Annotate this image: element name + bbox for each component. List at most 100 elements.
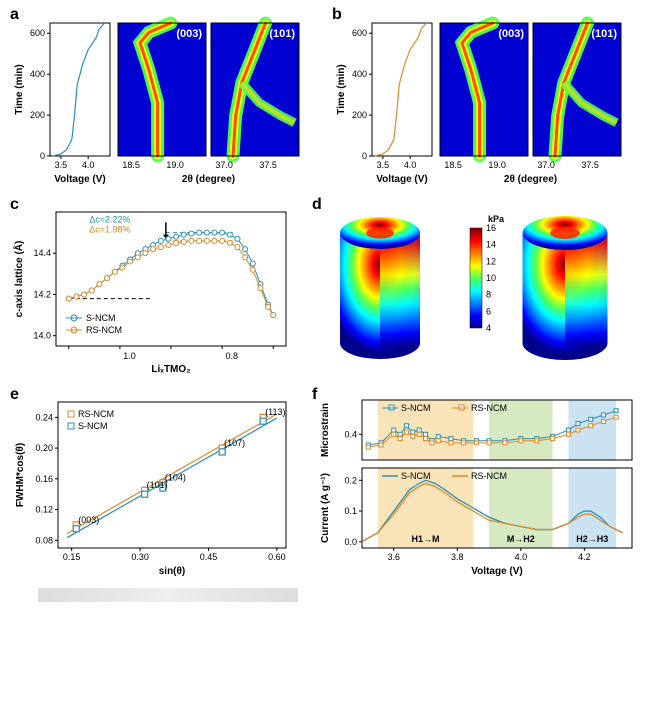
panel-label-a: a bbox=[10, 6, 19, 24]
panel-label-f: f bbox=[312, 386, 317, 404]
panel-d: d kPa46810121416 bbox=[310, 198, 640, 378]
svg-text:RS-NCM: RS-NCM bbox=[86, 325, 122, 335]
panel-b-svg: 0 200 400 600 3.5 4.0 Voltage (V) Time (min) 18.… bbox=[330, 8, 640, 188]
svg-text:H2→H3: H2→H3 bbox=[576, 534, 608, 544]
svg-text:Microstrain: Microstrain bbox=[320, 403, 331, 457]
svg-text:3.5: 3.5 bbox=[55, 160, 68, 170]
svg-text:600: 600 bbox=[352, 28, 367, 38]
svg-text:200: 200 bbox=[30, 110, 45, 120]
svg-text:0.12: 0.12 bbox=[35, 505, 53, 515]
svg-text:4: 4 bbox=[486, 323, 491, 333]
svg-text:0.45: 0.45 bbox=[200, 552, 218, 562]
svg-text:0: 0 bbox=[40, 151, 45, 161]
svg-text:RS-NCM: RS-NCM bbox=[78, 409, 114, 419]
svg-text:4.0: 4.0 bbox=[515, 552, 528, 562]
svg-text:16: 16 bbox=[486, 223, 496, 233]
svg-text:3.6: 3.6 bbox=[388, 552, 401, 562]
svg-text:c-axis lattice (Å): c-axis lattice (Å) bbox=[12, 241, 25, 318]
svg-text:37.5: 37.5 bbox=[259, 160, 277, 170]
svg-text:0.15: 0.15 bbox=[63, 552, 81, 562]
svg-text:(003): (003) bbox=[176, 28, 202, 40]
svg-text:S-NCM: S-NCM bbox=[401, 471, 431, 481]
svg-text:19.0: 19.0 bbox=[488, 160, 506, 170]
svg-text:4.0: 4.0 bbox=[404, 160, 417, 170]
svg-text:200: 200 bbox=[352, 110, 367, 120]
svg-text:0.30: 0.30 bbox=[131, 552, 149, 562]
svg-text:Time (min): Time (min) bbox=[14, 64, 25, 114]
svg-text:37.0: 37.0 bbox=[537, 160, 555, 170]
panel-a-svg: 0 200 400 600 3.5 4.0 Voltage (V) Time (min) 18.… bbox=[8, 8, 318, 188]
svg-text:LiₓTMO₂: LiₓTMO₂ bbox=[151, 364, 190, 375]
svg-text:4.0: 4.0 bbox=[82, 160, 95, 170]
svg-text:RS-NCM: RS-NCM bbox=[471, 403, 507, 413]
svg-text:14.0: 14.0 bbox=[33, 331, 51, 341]
svg-text:S-NCM: S-NCM bbox=[86, 313, 116, 323]
svg-text:(003): (003) bbox=[78, 515, 99, 525]
svg-text:18.5: 18.5 bbox=[122, 160, 140, 170]
svg-text:0.16: 0.16 bbox=[35, 474, 53, 484]
svg-text:0.4: 0.4 bbox=[344, 429, 357, 439]
svg-text:18.5: 18.5 bbox=[444, 160, 462, 170]
svg-text:2θ (degree): 2θ (degree) bbox=[182, 174, 235, 185]
svg-text:(101): (101) bbox=[591, 28, 617, 40]
svg-text:2θ (degree): 2θ (degree) bbox=[504, 174, 557, 185]
svg-text:Voltage (V): Voltage (V) bbox=[376, 174, 427, 185]
svg-text:H1→M: H1→M bbox=[412, 534, 440, 544]
svg-text:400: 400 bbox=[352, 69, 367, 79]
svg-text:600: 600 bbox=[30, 28, 45, 38]
svg-text:(003): (003) bbox=[498, 28, 524, 40]
panel-a: a 0 200 400 600 3.5 4.0 Voltage (V) Time (min) 1… bbox=[8, 8, 318, 188]
svg-text:Δc=2.22%: Δc=2.22% bbox=[89, 214, 130, 224]
svg-text:0.1: 0.1 bbox=[344, 506, 357, 516]
svg-text:0.8: 0.8 bbox=[226, 351, 239, 361]
panel-b: b 0 200 400 600 3.5 4.0 Voltage (V) Time (min) 1… bbox=[330, 8, 640, 188]
svg-text:4.2: 4.2 bbox=[578, 552, 591, 562]
svg-text:Voltage (V): Voltage (V) bbox=[54, 174, 105, 185]
svg-text:14: 14 bbox=[486, 240, 496, 250]
svg-text:1.0: 1.0 bbox=[123, 351, 136, 361]
svg-text:37.0: 37.0 bbox=[215, 160, 233, 170]
svg-text:Current (A g⁻¹): Current (A g⁻¹) bbox=[320, 473, 331, 543]
svg-text:S-NCM: S-NCM bbox=[401, 403, 431, 413]
panel-f: f 0.4 S-NCM RS-NCM Microstrain 0.0 0.1 0.2 S-NC… bbox=[310, 388, 640, 578]
svg-text:10: 10 bbox=[486, 273, 496, 283]
svg-text:3.5: 3.5 bbox=[377, 160, 390, 170]
svg-text:3.8: 3.8 bbox=[451, 552, 464, 562]
svg-text:0: 0 bbox=[362, 151, 367, 161]
panel-e-svg: 0.150.300.450.600.080.120.160.200.24(003… bbox=[8, 388, 298, 578]
svg-text:(113): (113) bbox=[265, 407, 285, 417]
svg-text:0.60: 0.60 bbox=[268, 552, 286, 562]
svg-text:0.2: 0.2 bbox=[344, 475, 357, 485]
svg-text:S-NCM: S-NCM bbox=[78, 421, 108, 431]
svg-text:0.0: 0.0 bbox=[344, 537, 357, 547]
svg-text:sin(θ): sin(θ) bbox=[159, 566, 186, 577]
panel-label-d: d bbox=[312, 196, 322, 214]
svg-text:0.08: 0.08 bbox=[35, 535, 53, 545]
svg-text:Δc=1.98%: Δc=1.98% bbox=[89, 225, 130, 235]
svg-text:6: 6 bbox=[486, 306, 491, 316]
svg-text:FWHM*cos(θ): FWHM*cos(θ) bbox=[15, 443, 26, 507]
shadow-bar bbox=[38, 588, 298, 602]
svg-text:400: 400 bbox=[30, 69, 45, 79]
panel-f-svg: 0.4 S-NCM RS-NCM Microstrain 0.0 0.1 0.2 S-NCM R… bbox=[310, 388, 640, 578]
svg-text:37.5: 37.5 bbox=[581, 160, 599, 170]
svg-text:(104): (104) bbox=[165, 473, 186, 483]
svg-text:RS-NCM: RS-NCM bbox=[471, 471, 507, 481]
panel-label-e: e bbox=[10, 386, 19, 404]
svg-text:19.0: 19.0 bbox=[166, 160, 184, 170]
svg-text:(101): (101) bbox=[269, 28, 295, 40]
svg-text:0.24: 0.24 bbox=[35, 412, 53, 422]
svg-text:M→H2: M→H2 bbox=[507, 534, 535, 544]
svg-text:Voltage (V): Voltage (V) bbox=[471, 566, 522, 577]
panel-e: e 0.150.300.450.600.080.120.160.200.24(0… bbox=[8, 388, 298, 578]
panel-c: c 1.00.80.60.40.214.014.214.4Δc=2.22%Δc=… bbox=[8, 198, 298, 378]
panel-label-c: c bbox=[10, 196, 19, 214]
svg-text:Time (min): Time (min) bbox=[336, 64, 347, 114]
panel-d-svg: kPa46810121416 bbox=[310, 198, 640, 378]
svg-text:(107): (107) bbox=[224, 438, 245, 448]
svg-text:8: 8 bbox=[486, 290, 491, 300]
svg-text:12: 12 bbox=[486, 256, 496, 266]
panel-c-svg: 1.00.80.60.40.214.014.214.4Δc=2.22%Δc=1.… bbox=[8, 198, 298, 378]
svg-text:14.2: 14.2 bbox=[33, 289, 51, 299]
panel-label-b: b bbox=[332, 6, 342, 24]
